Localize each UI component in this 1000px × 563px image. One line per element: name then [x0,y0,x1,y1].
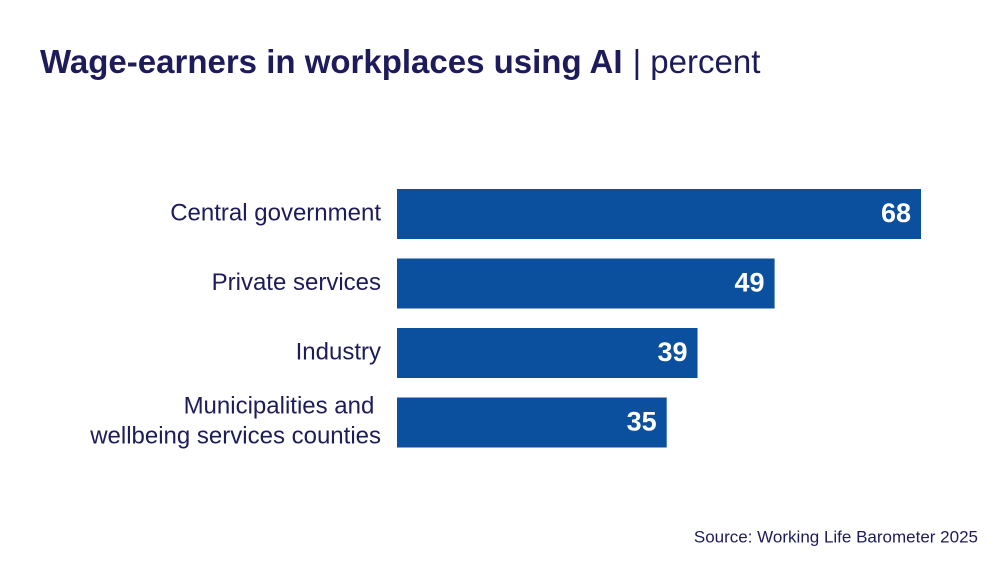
subtitle: | percent [633,43,761,80]
bar [397,189,921,239]
bar [397,258,775,309]
category-label: Private services [212,269,381,296]
value-label: 39 [657,337,687,367]
category-label: Central government [170,199,381,226]
bar [397,328,698,378]
label-line: wellbeing services counties [89,423,381,450]
category-label: Municipalities and wellbeing services co… [89,393,381,450]
value-label: 49 [735,268,765,298]
source: Source: Working Life Barometer 2025 [694,527,978,546]
chart-title: Wage-earners in workplaces using AI | per… [40,43,760,80]
label-line: Municipalities and [184,393,381,420]
bar [397,397,667,448]
value-label: 68 [881,198,911,228]
value-label: 35 [627,407,657,437]
category-label: Industry [296,338,381,365]
title: Wage-earners in workplaces using AI [40,43,623,80]
